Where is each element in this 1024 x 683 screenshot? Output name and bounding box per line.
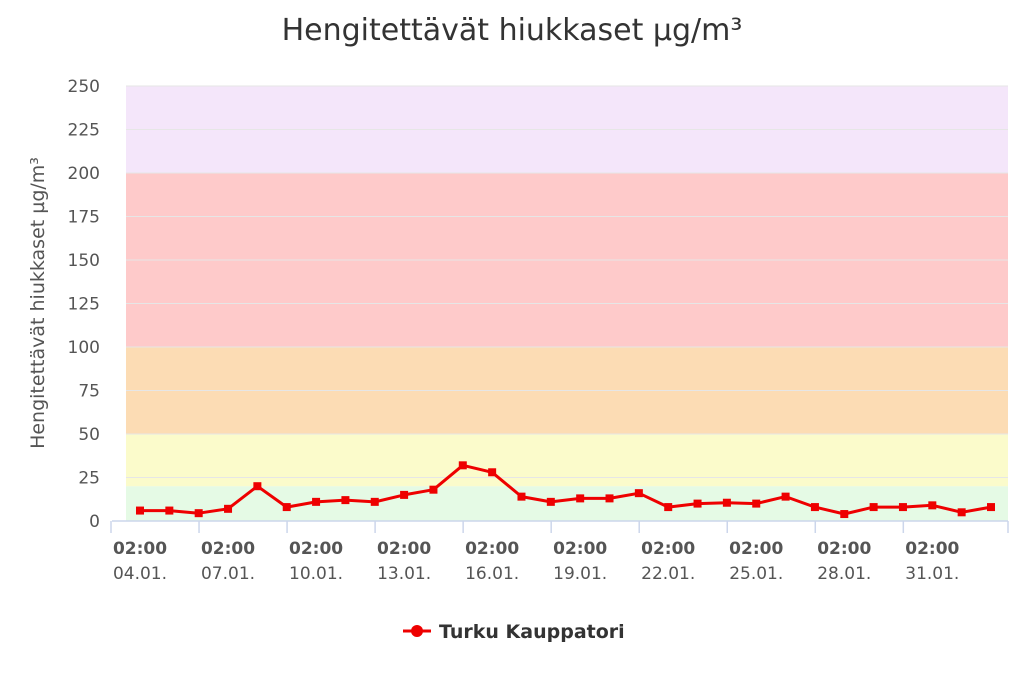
data-point[interactable] xyxy=(899,503,907,511)
data-point[interactable] xyxy=(341,496,349,504)
y-tick-label: 75 xyxy=(78,382,100,402)
data-point[interactable] xyxy=(811,503,819,511)
y-axis-label: Hengitettävät hiukkaset µg/m³ xyxy=(27,157,49,449)
y-tick-label: 125 xyxy=(68,295,100,315)
data-point[interactable] xyxy=(547,498,555,506)
x-tick-time-label: 02:00 xyxy=(113,539,167,559)
x-tick-date-label: 04.01. xyxy=(113,564,167,584)
x-tick-date-label: 07.01. xyxy=(201,564,255,584)
data-point[interactable] xyxy=(752,500,760,508)
y-tick-label: 225 xyxy=(68,121,100,141)
y-tick-label: 25 xyxy=(78,469,100,489)
data-point[interactable] xyxy=(224,505,232,513)
data-point[interactable] xyxy=(165,507,173,515)
data-point[interactable] xyxy=(987,503,995,511)
data-point[interactable] xyxy=(253,482,261,490)
data-point[interactable] xyxy=(840,510,848,518)
x-tick-date-label: 16.01. xyxy=(465,564,519,584)
y-tick-label: 50 xyxy=(78,425,100,445)
data-point[interactable] xyxy=(459,461,467,469)
chart-title: Hengitettävät hiukkaset µg/m³ xyxy=(282,13,743,48)
legend-label: Turku Kauppatori xyxy=(439,621,625,643)
x-tick-date-label: 25.01. xyxy=(729,564,783,584)
y-tick-label: 175 xyxy=(68,208,100,228)
x-tick-time-label: 02:00 xyxy=(641,539,695,559)
data-point[interactable] xyxy=(517,493,525,501)
x-tick-time-label: 02:00 xyxy=(729,539,783,559)
data-point[interactable] xyxy=(928,501,936,509)
data-point[interactable] xyxy=(312,498,320,506)
data-point[interactable] xyxy=(782,493,790,501)
data-point[interactable] xyxy=(694,500,702,508)
x-tick-time-label: 02:00 xyxy=(465,539,519,559)
x-tick-time-label: 02:00 xyxy=(905,539,959,559)
x-tick-time-label: 02:00 xyxy=(289,539,343,559)
data-point[interactable] xyxy=(635,489,643,497)
x-tick-time-label: 02:00 xyxy=(817,539,871,559)
y-tick-label: 100 xyxy=(68,338,100,358)
x-axis: 02:00 04.01. 02:00 07.01. 02:00 10.01. 02:00 13… xyxy=(111,521,1008,584)
y-tick-label: 0 xyxy=(89,512,100,532)
x-tick-time-label: 02:00 xyxy=(377,539,431,559)
legend-marker-icon xyxy=(411,625,423,637)
data-point[interactable] xyxy=(195,509,203,517)
x-tick-date-label: 13.01. xyxy=(377,564,431,584)
x-tick-time-label: 02:00 xyxy=(201,539,255,559)
data-point[interactable] xyxy=(488,468,496,476)
data-point[interactable] xyxy=(606,494,614,502)
x-tick-time-label: 02:00 xyxy=(553,539,607,559)
data-point[interactable] xyxy=(958,508,966,516)
legend[interactable]: Turku Kauppatori xyxy=(403,621,625,643)
data-point[interactable] xyxy=(723,499,731,507)
data-point[interactable] xyxy=(136,507,144,515)
data-point[interactable] xyxy=(371,498,379,506)
x-tick-date-label: 22.01. xyxy=(641,564,695,584)
data-point[interactable] xyxy=(870,503,878,511)
data-point[interactable] xyxy=(664,503,672,511)
x-tick-date-label: 31.01. xyxy=(905,564,959,584)
y-axis-ticks: 0 25 50 75 100 125 150 175 200 225 250 xyxy=(68,77,100,532)
x-tick-date-label: 19.01. xyxy=(553,564,607,584)
plot-band-1 xyxy=(126,434,1008,486)
data-point[interactable] xyxy=(400,491,408,499)
data-point[interactable] xyxy=(283,503,291,511)
data-point[interactable] xyxy=(429,486,437,494)
y-tick-label: 250 xyxy=(68,77,100,97)
data-point[interactable] xyxy=(576,494,584,502)
y-tick-label: 150 xyxy=(68,251,100,271)
y-tick-label: 200 xyxy=(68,164,100,184)
x-tick-date-label: 10.01. xyxy=(289,564,343,584)
x-tick-date-label: 28.01. xyxy=(817,564,871,584)
